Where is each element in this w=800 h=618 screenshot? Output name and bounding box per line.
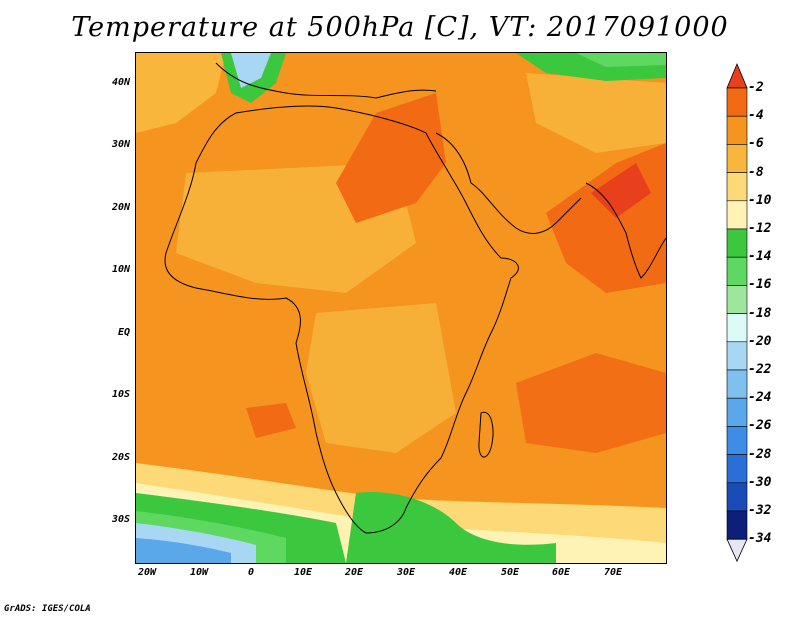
africa-coast [164, 105, 519, 534]
colorbar-label: -2 [748, 80, 764, 95]
credit-text: GrADS: IGES/COLA [4, 604, 91, 614]
field-north-blue [231, 53, 271, 88]
india-coast [585, 182, 666, 279]
colorbar-label: -24 [748, 390, 772, 406]
colorbar-swatch [726, 369, 748, 399]
colorbar-label: -16 [748, 277, 772, 293]
x-tick-label: 60E [551, 567, 571, 578]
colorbar-swatch [726, 426, 748, 455]
field-region-egypt [336, 93, 446, 223]
colorbar-swatch [726, 482, 748, 512]
colorbar-swatch [726, 313, 748, 343]
y-tick-label: 20S [111, 452, 130, 463]
x-tick-label: 20W [137, 567, 157, 578]
mediterranean-coast [215, 62, 437, 99]
field-core-warm [591, 163, 651, 218]
colorbar-label: -12 [748, 221, 772, 236]
arabia-coast [435, 132, 582, 234]
colorbar-label: -34 [748, 531, 772, 547]
colorbar-label: -4 [748, 108, 764, 124]
colorbar-label: -6 [748, 136, 764, 152]
colorbar-swatch [726, 172, 748, 202]
y-tick-label: 10S [111, 389, 130, 400]
y-tick-label: 30N [111, 139, 130, 150]
colorbar-label: -8 [748, 164, 764, 180]
colorbar-swatch [726, 341, 748, 371]
colorbar-swatch [726, 115, 748, 145]
y-tick-label: 20N [111, 202, 130, 213]
field-region-indian-ocean [516, 353, 666, 453]
colorbar-label: -14 [748, 249, 772, 265]
x-tick-label: 10W [189, 567, 209, 578]
colorbar-swatches [726, 62, 748, 562]
colorbar-label: -32 [748, 503, 772, 518]
field-region-atlantic [246, 403, 296, 438]
x-tick-label: 30E [396, 567, 416, 578]
colorbar-arrow-top [726, 62, 748, 89]
colorbar-swatch [726, 510, 748, 540]
colorbar-swatch [726, 200, 748, 230]
field-region-ne [526, 73, 666, 153]
y-tick-label: 10N [111, 264, 130, 275]
colorbar-swatch [726, 285, 748, 314]
colorbar-label: -18 [748, 305, 772, 321]
colorbar-label: -30 [748, 474, 772, 490]
colorbar-swatch [726, 256, 748, 286]
x-tick-label: 70E [603, 567, 623, 578]
temperature-map [136, 53, 666, 563]
colorbar-arrow-bottom [726, 538, 748, 562]
field-band-26 [136, 538, 231, 563]
map-title: Temperature at 500hPa [C], VT: 201709100… [71, 12, 729, 43]
y-tick-label: 40N [111, 77, 130, 88]
colorbar-label: -26 [748, 418, 772, 434]
field-region-nw [136, 53, 226, 133]
y-tick-label: EQ [117, 327, 130, 338]
colorbar-swatch [726, 87, 748, 117]
colorbar-swatch [726, 144, 748, 173]
x-tick-label: 10E [293, 567, 313, 578]
colorbar-label: -22 [748, 362, 772, 377]
x-tick-label: 40E [448, 567, 468, 578]
colorbar-swatch [726, 454, 748, 484]
x-tick-label: 0 [247, 567, 255, 578]
colorbar-swatch [726, 228, 748, 258]
field-north-east-light [576, 53, 666, 67]
colorbar-label: -10 [748, 192, 772, 208]
x-tick-label: 20E [344, 567, 364, 578]
y-tick-label: 30S [111, 514, 130, 525]
colorbar-label: -28 [748, 446, 772, 462]
map-panel: 40N 30N 20N 10N EQ 10S 20S 30S 20W 10W 0… [112, 52, 667, 578]
colorbar-swatch [726, 397, 748, 427]
field-region-central [306, 303, 456, 453]
colorbar: -2 -4 -6 -8 -10 -12 -14 -16 -18 -20 -22 -24 -26 -28 -3… [722, 62, 800, 562]
coastlines [164, 62, 666, 534]
field-band-14-south-africa [346, 492, 556, 563]
madagascar-coast [478, 411, 494, 458]
x-tick-label: 50E [500, 567, 520, 578]
colorbar-label: -20 [748, 333, 772, 349]
